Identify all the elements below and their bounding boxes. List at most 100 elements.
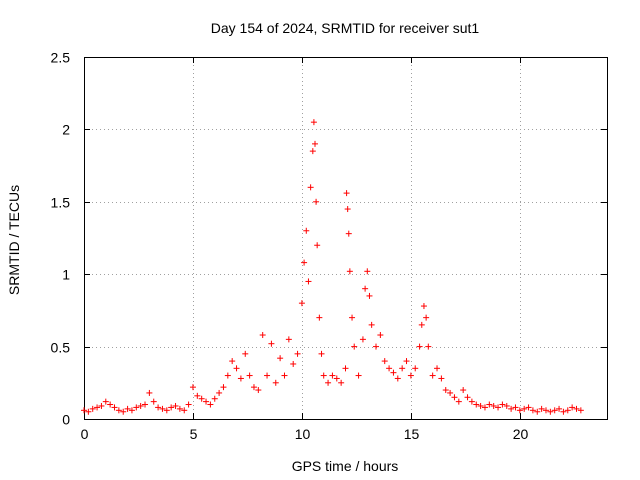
- data-point: [412, 365, 419, 372]
- data-point: [264, 372, 271, 379]
- data-point: [246, 372, 253, 379]
- data-point: [490, 402, 497, 409]
- data-point: [81, 407, 87, 414]
- data-point: [407, 372, 414, 379]
- data-point: [281, 372, 288, 379]
- data-point: [133, 404, 140, 411]
- data-point: [237, 375, 244, 382]
- data-point: [560, 408, 567, 415]
- y-tick-label: 1: [62, 267, 70, 283]
- data-point: [473, 401, 480, 408]
- data-point: [307, 184, 314, 191]
- data-point: [311, 140, 318, 147]
- data-point: [351, 343, 358, 350]
- data-point: [172, 402, 179, 409]
- data-point: [573, 405, 580, 412]
- data-point: [343, 190, 350, 197]
- data-point: [386, 365, 393, 372]
- data-point: [137, 402, 144, 409]
- data-point: [403, 358, 410, 365]
- data-point: [303, 227, 310, 234]
- data-point: [547, 408, 554, 415]
- y-tick-label: 2: [62, 122, 70, 138]
- data-point: [316, 314, 323, 321]
- data-point: [451, 394, 458, 401]
- data-point: [185, 401, 192, 408]
- data-point: [98, 402, 105, 409]
- data-point: [224, 372, 231, 379]
- data-point: [250, 384, 257, 391]
- data-point: [207, 401, 214, 408]
- data-point: [220, 384, 227, 391]
- data-point: [329, 372, 336, 379]
- data-point: [394, 375, 401, 382]
- data-point: [556, 405, 563, 412]
- data-point: [377, 332, 384, 339]
- x-tick-label: 5: [190, 426, 198, 442]
- data-point: [233, 365, 240, 372]
- data-point: [309, 148, 316, 155]
- x-axis-label: GPS time / hours: [292, 458, 399, 474]
- data-point: [551, 407, 558, 414]
- data-point: [359, 336, 366, 343]
- data-point: [285, 336, 292, 343]
- data-point: [301, 259, 308, 266]
- data-point: [362, 285, 369, 292]
- data-points: [81, 119, 584, 415]
- data-point: [481, 404, 488, 411]
- data-point: [529, 407, 536, 414]
- data-point: [189, 384, 196, 391]
- data-point: [442, 387, 449, 394]
- data-point: [294, 350, 301, 357]
- y-tick-label: 2.5: [51, 50, 71, 66]
- data-point: [181, 407, 188, 414]
- data-point: [85, 408, 92, 415]
- data-point: [211, 395, 218, 402]
- data-point: [346, 268, 353, 275]
- data-point: [320, 372, 327, 379]
- y-tick-label: 1.5: [51, 195, 71, 211]
- data-point: [115, 407, 122, 414]
- data-point: [503, 402, 510, 409]
- data-point: [94, 404, 101, 411]
- data-point: [390, 369, 397, 376]
- data-point: [163, 407, 170, 414]
- data-point: [142, 401, 149, 408]
- data-point: [425, 343, 432, 350]
- chart-title: Day 154 of 2024, SRMTID for receiver sut…: [211, 20, 480, 36]
- data-point: [429, 372, 436, 379]
- data-point: [313, 198, 320, 205]
- data-point: [460, 387, 467, 394]
- x-tick-label: 20: [513, 426, 529, 442]
- data-point: [345, 230, 352, 237]
- data-point: [325, 379, 332, 386]
- data-point: [366, 292, 373, 299]
- data-point: [272, 379, 279, 386]
- data-point: [516, 407, 523, 414]
- data-point: [176, 405, 183, 412]
- data-point: [534, 408, 541, 415]
- data-point: [203, 398, 210, 405]
- data-point: [564, 407, 571, 414]
- data-point: [538, 405, 545, 412]
- data-point: [495, 404, 502, 411]
- data-point: [434, 365, 441, 372]
- data-point: [508, 405, 515, 412]
- data-point: [373, 343, 380, 350]
- y-tick-label: 0.5: [51, 340, 71, 356]
- x-tick-label: 15: [404, 426, 420, 442]
- data-point: [194, 392, 201, 399]
- grid-lines: [84, 57, 607, 419]
- data-point: [464, 394, 471, 401]
- data-point: [168, 404, 175, 411]
- data-point: [255, 387, 262, 394]
- axis-ticks: [84, 57, 607, 420]
- y-axis-label: SRMTID / TECUs: [6, 185, 22, 295]
- data-point: [512, 404, 519, 411]
- data-point: [477, 402, 484, 409]
- data-point: [242, 350, 249, 357]
- data-point: [159, 405, 166, 412]
- data-point: [155, 404, 162, 411]
- data-point: [124, 405, 131, 412]
